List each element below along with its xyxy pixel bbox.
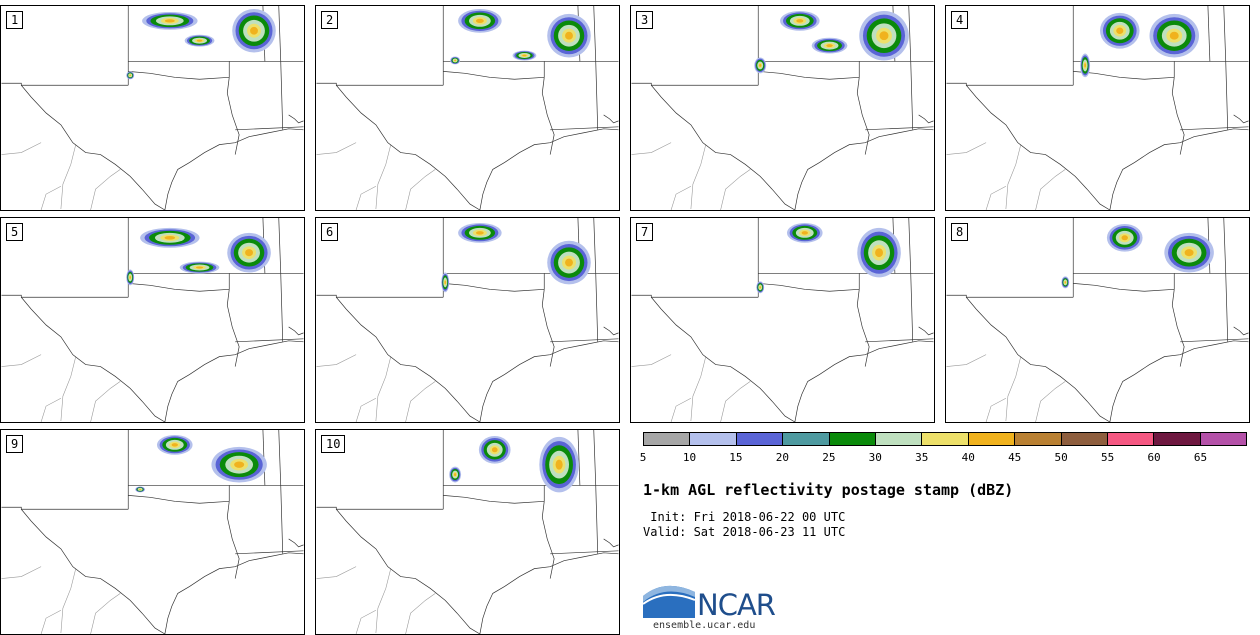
ncar-logo-icon <box>643 585 696 618</box>
member-label: 1 <box>6 11 24 29</box>
colorbar-tick-label: 40 <box>961 451 975 464</box>
map-icon <box>316 218 619 422</box>
member-panel: 7 <box>630 217 935 423</box>
member-label: 10 <box>321 435 346 453</box>
colorbar-tick-label: 50 <box>1054 451 1068 464</box>
map-icon <box>946 6 1249 210</box>
colorbar-segment <box>922 433 969 445</box>
member-label: 7 <box>636 223 654 241</box>
figure-title: 1-km AGL reflectivity postage stamp (dBZ… <box>643 481 1014 499</box>
member-panel: 4 <box>945 5 1250 211</box>
map-icon <box>631 6 934 210</box>
colorbar-tick-label: 25 <box>822 451 836 464</box>
colorbar-segment <box>1015 433 1062 445</box>
map-icon <box>316 430 619 634</box>
colorbar-tick-label: 30 <box>868 451 882 464</box>
member-panel: 2 <box>315 5 620 211</box>
colorbar-segment <box>829 433 876 445</box>
website-url: ensemble.ucar.edu <box>653 620 756 631</box>
member-label: 8 <box>951 223 969 241</box>
colorbar-tick-label: 55 <box>1100 451 1115 464</box>
member-label: 3 <box>636 11 654 29</box>
colorbar-tick-label: 20 <box>775 451 789 464</box>
ncar-logo-text: NCAR <box>697 588 776 622</box>
colorbar-segment <box>783 433 830 445</box>
member-label: 5 <box>6 223 24 241</box>
map-icon <box>1 430 304 634</box>
member-panel: 1 <box>0 5 305 211</box>
member-panel: 8 <box>945 217 1250 423</box>
colorbar-tick-label: 35 <box>915 451 929 464</box>
colorbar-segment <box>875 433 923 445</box>
valid-time: Valid: Sat 2018-06-23 11 UTC <box>643 525 846 539</box>
colorbar-tick-label: 65 <box>1193 451 1208 464</box>
colorbar-tick-label: 10 <box>682 451 697 464</box>
colorbar-segment <box>644 433 691 445</box>
map-icon <box>1 6 304 210</box>
colorbar-segment <box>1061 433 1108 445</box>
member-panel: 3 <box>630 5 935 211</box>
map-icon <box>631 218 934 422</box>
colorbar-segment <box>690 433 737 445</box>
colorbar-segment <box>1107 433 1155 445</box>
map-icon <box>316 6 619 210</box>
colorbar-tick-label: 5 <box>639 451 647 464</box>
colorbar-segment <box>736 433 784 445</box>
reflectivity-colorbar <box>643 432 1247 446</box>
colorbar-tick-label: 15 <box>729 451 743 464</box>
member-panel: 5 <box>0 217 305 423</box>
member-panel: 10 <box>315 429 620 635</box>
map-icon <box>946 218 1249 422</box>
map-icon <box>1 218 304 422</box>
colorbar-segment <box>968 433 1016 445</box>
member-label: 2 <box>321 11 339 29</box>
member-label: 4 <box>951 11 969 29</box>
init-time: Init: Fri 2018-06-22 00 UTC <box>643 510 846 524</box>
colorbar-tick-label: 45 <box>1008 451 1022 464</box>
member-panel: 9 <box>0 429 305 635</box>
member-label: 9 <box>6 435 24 453</box>
member-label: 6 <box>321 223 339 241</box>
colorbar-tick-label: 60 <box>1147 451 1161 464</box>
colorbar-segment <box>1154 433 1201 445</box>
member-panel: 6 <box>315 217 620 423</box>
colorbar-segment <box>1200 433 1247 445</box>
